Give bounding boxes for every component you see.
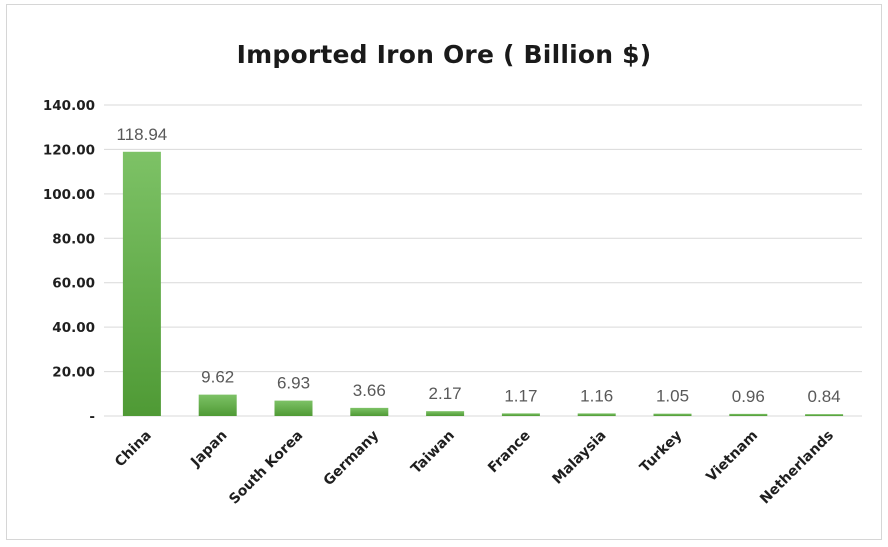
x-tick-label: Vietnam	[703, 428, 761, 486]
y-tick-label: 140.00	[43, 98, 95, 114]
bar	[274, 400, 313, 416]
x-tick-label: Malaysia	[549, 428, 609, 488]
x-tick-label: France	[485, 428, 534, 477]
y-tick-label: -	[89, 409, 95, 425]
x-tick-label: China	[112, 428, 155, 471]
bar	[653, 413, 692, 416]
bar	[198, 394, 237, 416]
y-tick-label: 120.00	[43, 142, 95, 158]
y-tick-label: 100.00	[43, 187, 95, 203]
y-tick-label: 80.00	[52, 231, 95, 247]
data-label: 118.94	[117, 125, 168, 144]
y-axis-ticks: - 20.00 40.00 60.00 80.00 100.00 120.00 140.00	[43, 98, 95, 425]
bar	[577, 413, 616, 416]
data-label: 6.93	[277, 374, 310, 393]
chart-title: Imported Iron Ore ( Billion $)	[236, 40, 652, 69]
bar	[729, 413, 768, 416]
y-tick-label: 20.00	[52, 365, 95, 381]
bar	[122, 151, 161, 417]
data-label: 0.96	[732, 387, 765, 406]
data-label: 1.17	[504, 386, 537, 405]
y-tick-label: 40.00	[52, 320, 95, 336]
x-tick-label: Turkey	[637, 428, 685, 476]
bar	[350, 407, 389, 416]
y-tick-label: 60.00	[52, 276, 95, 292]
data-label: 1.05	[656, 387, 689, 406]
x-tick-label: South Korea	[226, 428, 306, 508]
bar	[805, 414, 844, 416]
data-label: 2.17	[429, 384, 462, 403]
data-label: 3.66	[353, 381, 386, 400]
data-labels: 118.94 9.62 6.93 3.66 2.17 1.17 1.16 1.05 0.96 0.…	[117, 125, 841, 406]
gridlines	[104, 104, 862, 417]
data-label: 0.84	[808, 387, 841, 406]
bar	[426, 411, 465, 416]
x-tick-label: Taiwan	[408, 428, 458, 478]
data-label: 9.62	[201, 368, 234, 387]
data-label: 1.16	[580, 386, 613, 405]
x-tick-label: Germany	[321, 428, 383, 490]
bar	[501, 413, 540, 416]
x-tick-label: Japan	[187, 428, 230, 471]
bars	[122, 151, 844, 417]
x-tick-label: Netherlands	[757, 428, 837, 508]
